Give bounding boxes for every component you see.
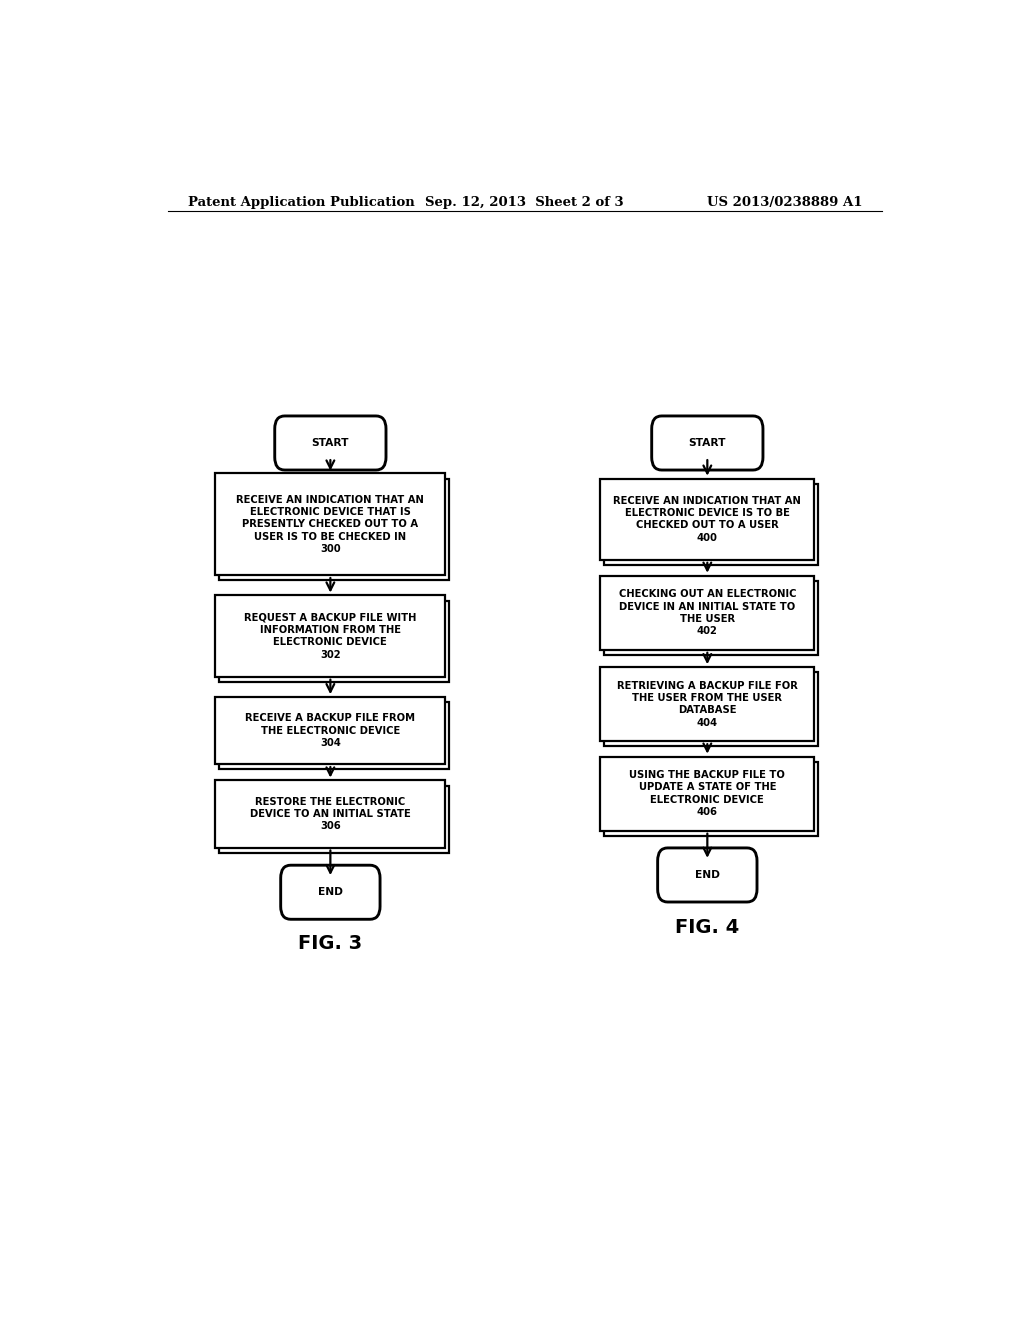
Bar xyxy=(604,672,818,746)
Bar xyxy=(604,762,818,836)
Bar xyxy=(604,483,818,565)
Text: RESTORE THE ELECTRONIC
DEVICE TO AN INITIAL STATE
306: RESTORE THE ELECTRONIC DEVICE TO AN INIT… xyxy=(250,796,411,832)
Bar xyxy=(219,479,450,581)
FancyBboxPatch shape xyxy=(651,416,763,470)
Bar xyxy=(219,702,450,770)
Text: Sep. 12, 2013  Sheet 2 of 3: Sep. 12, 2013 Sheet 2 of 3 xyxy=(426,195,624,209)
FancyBboxPatch shape xyxy=(657,847,757,902)
Text: USING THE BACKUP FILE TO
UPDATE A STATE OF THE
ELECTRONIC DEVICE
406: USING THE BACKUP FILE TO UPDATE A STATE … xyxy=(630,770,785,817)
Bar xyxy=(600,576,814,649)
Bar xyxy=(600,756,814,830)
Text: REQUEST A BACKUP FILE WITH
INFORMATION FROM THE
ELECTRONIC DEVICE
302: REQUEST A BACKUP FILE WITH INFORMATION F… xyxy=(244,612,417,660)
Text: START: START xyxy=(311,438,349,447)
Text: FIG. 4: FIG. 4 xyxy=(675,919,739,937)
Text: RETRIEVING A BACKUP FILE FOR
THE USER FROM THE USER
DATABASE
404: RETRIEVING A BACKUP FILE FOR THE USER FR… xyxy=(616,681,798,727)
Text: END: END xyxy=(695,870,720,880)
Text: FIG. 3: FIG. 3 xyxy=(298,933,362,953)
Bar xyxy=(215,595,445,677)
Text: RECEIVE AN INDICATION THAT AN
ELECTRONIC DEVICE IS TO BE
CHECKED OUT TO A USER
4: RECEIVE AN INDICATION THAT AN ELECTRONIC… xyxy=(613,495,801,543)
Text: CHECKING OUT AN ELECTRONIC
DEVICE IN AN INITIAL STATE TO
THE USER
402: CHECKING OUT AN ELECTRONIC DEVICE IN AN … xyxy=(618,589,796,636)
Text: RECEIVE A BACKUP FILE FROM
THE ELECTRONIC DEVICE
304: RECEIVE A BACKUP FILE FROM THE ELECTRONI… xyxy=(246,713,416,748)
Bar xyxy=(215,697,445,764)
Text: START: START xyxy=(688,438,726,447)
FancyBboxPatch shape xyxy=(274,416,386,470)
Bar xyxy=(219,601,450,682)
Bar xyxy=(600,667,814,742)
Text: END: END xyxy=(317,887,343,898)
Bar xyxy=(219,785,450,853)
Bar xyxy=(215,474,445,576)
Bar xyxy=(600,479,814,560)
FancyBboxPatch shape xyxy=(281,865,380,919)
Text: US 2013/0238889 A1: US 2013/0238889 A1 xyxy=(707,195,862,209)
Bar xyxy=(604,581,818,655)
Bar xyxy=(215,780,445,847)
Text: RECEIVE AN INDICATION THAT AN
ELECTRONIC DEVICE THAT IS
PRESENTLY CHECKED OUT TO: RECEIVE AN INDICATION THAT AN ELECTRONIC… xyxy=(237,495,424,554)
Text: Patent Application Publication: Patent Application Publication xyxy=(187,195,415,209)
